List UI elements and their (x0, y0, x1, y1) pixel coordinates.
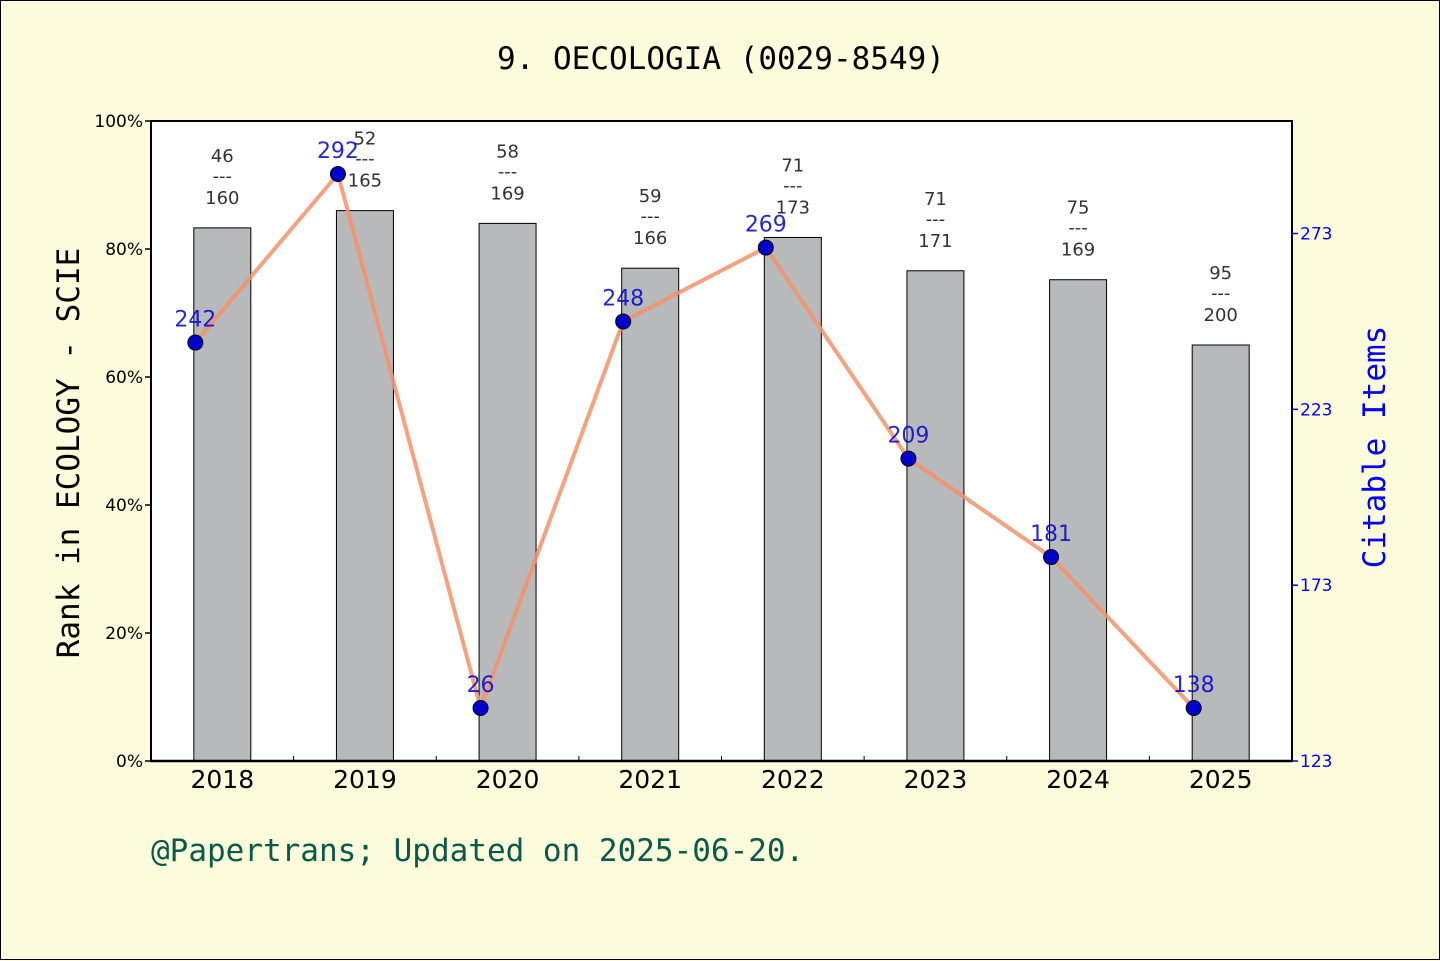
bar-total-label: 160 (205, 188, 239, 209)
point-label: 181 (1030, 522, 1072, 547)
chart-title: 9. OECOLOGIA (0029-8549) (497, 41, 945, 77)
x-tick-label: 2018 (191, 765, 255, 794)
bar-rank-label: 52 (353, 129, 376, 150)
y-left-tick-label: 60% (105, 368, 143, 388)
bar-2022 (763, 236, 822, 762)
bar-rank-label: 75 (1067, 198, 1090, 219)
x-tick-label: 2021 (618, 765, 682, 794)
bar-2021 (621, 267, 680, 762)
point-label: 248 (602, 286, 644, 311)
bar-rank-label: 95 (1209, 263, 1232, 284)
plot-area (151, 121, 1292, 761)
bar-rank-separator: --- (213, 166, 233, 187)
y-left-tick-label: 40% (105, 496, 143, 516)
y-left-tick-label: 80% (105, 240, 143, 260)
x-tick-label: 2019 (333, 765, 397, 794)
point-2019 (329, 166, 346, 182)
bar-rank-separator: --- (783, 175, 803, 196)
bar-total-label: 200 (1204, 305, 1238, 326)
bar-rank-separator: --- (498, 161, 518, 182)
bar-2023 (906, 270, 965, 762)
x-tick-label: 2023 (904, 765, 968, 794)
y-left-tick-label: 20% (105, 624, 143, 644)
y-right-tick-label: 223 (1300, 400, 1332, 420)
point-2021 (615, 313, 632, 330)
point-label: 26 (467, 673, 495, 698)
bar-total-label: 169 (1061, 240, 1095, 261)
bar-rank-separator: --- (1068, 218, 1088, 239)
x-tick-label: 2025 (1189, 765, 1253, 794)
bar-2024 (1049, 279, 1108, 762)
bar-rank-separator: --- (926, 209, 946, 230)
y-left-tick-label: 100% (94, 112, 143, 132)
y-right-tick-label: 273 (1300, 225, 1332, 245)
bar-rank-label: 71 (781, 155, 804, 176)
y-left-axis-title: Rank in ECOLOGY - SCIE (51, 248, 87, 659)
bar-rank-separator: --- (355, 149, 375, 170)
bar-rank-label: 71 (924, 189, 947, 210)
y-left-tick-label: 0% (116, 752, 143, 772)
point-2025 (1185, 700, 1202, 716)
bar-rank-label: 58 (496, 141, 519, 162)
y-right-tick-label: 173 (1300, 576, 1332, 596)
point-label: 242 (174, 308, 216, 333)
point-2022 (757, 239, 774, 256)
bar-rank-separator: --- (1211, 283, 1231, 304)
x-tick-label: 2020 (476, 765, 540, 794)
point-label: 138 (1173, 673, 1215, 698)
point-2018 (187, 334, 204, 351)
bar-total-label: 165 (348, 171, 382, 192)
point-2024 (1043, 549, 1060, 566)
point-label: 269 (745, 213, 787, 238)
bar-rank-label: 46 (211, 146, 234, 167)
bar-2018 (193, 227, 252, 762)
bar-2025 (1191, 344, 1250, 762)
point-2023 (900, 450, 917, 467)
y-right-tick-label: 123 (1300, 752, 1332, 772)
y-right-axis-title: Citable Items (1357, 326, 1393, 569)
footer-note: @Papertrans; Updated on 2025-06-20. (151, 833, 805, 869)
point-label: 292 (317, 139, 359, 164)
bar-2019 (335, 210, 394, 762)
x-tick-label: 2022 (761, 765, 825, 794)
point-2020 (472, 700, 489, 716)
bar-2020 (478, 222, 537, 762)
bar-total-label: 166 (633, 228, 667, 249)
bar-total-label: 169 (490, 183, 524, 204)
bar-rank-label: 59 (639, 186, 662, 207)
x-tick-label: 2024 (1046, 765, 1110, 794)
line-citable-items (193, 172, 1196, 710)
bar-total-label: 173 (776, 197, 810, 218)
point-label: 209 (887, 424, 929, 449)
bar-total-label: 171 (918, 231, 952, 252)
bar-rank-separator: --- (640, 206, 660, 227)
